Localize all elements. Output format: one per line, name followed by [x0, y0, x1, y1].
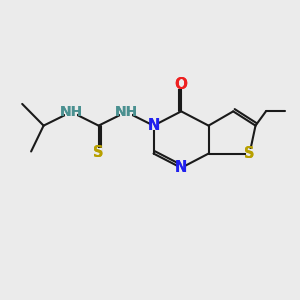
Text: N: N: [175, 160, 188, 175]
Text: N: N: [175, 160, 188, 175]
Text: S: S: [244, 146, 255, 161]
Text: NH: NH: [60, 105, 83, 119]
Text: S: S: [93, 145, 104, 160]
FancyBboxPatch shape: [120, 108, 132, 116]
Text: S: S: [244, 146, 255, 161]
Text: S: S: [93, 145, 104, 160]
FancyBboxPatch shape: [246, 149, 254, 158]
Text: NH: NH: [115, 105, 138, 119]
FancyBboxPatch shape: [95, 148, 102, 157]
FancyBboxPatch shape: [150, 122, 157, 130]
Text: O: O: [175, 77, 188, 92]
Text: O: O: [175, 77, 188, 92]
Text: N: N: [147, 118, 160, 133]
FancyBboxPatch shape: [177, 80, 185, 89]
Text: NH: NH: [115, 105, 138, 119]
FancyBboxPatch shape: [65, 108, 77, 116]
Text: NH: NH: [60, 105, 83, 119]
Text: N: N: [147, 118, 160, 133]
FancyBboxPatch shape: [178, 164, 185, 172]
